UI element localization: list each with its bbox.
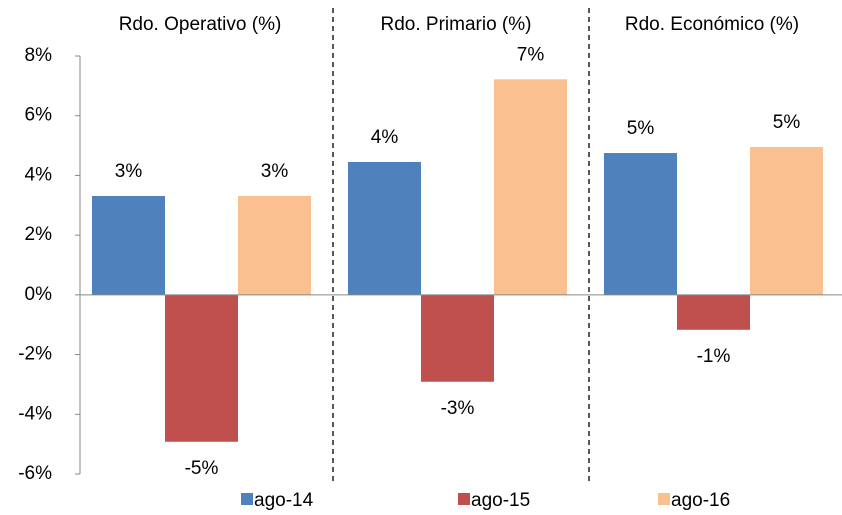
bar: [604, 153, 677, 295]
y-tick-label: 4%: [25, 164, 53, 185]
legend-swatch: [658, 493, 670, 505]
bar: [92, 196, 165, 295]
y-tick-label: 8%: [25, 45, 53, 66]
value-label: -1%: [697, 346, 731, 367]
category-label: Rdo. Primario (%): [381, 14, 532, 35]
bar: [165, 294, 238, 442]
value-label: 3%: [115, 161, 143, 182]
legend-label: ago-16: [671, 490, 730, 511]
value-label: -3%: [441, 398, 475, 419]
y-tick-label: 2%: [25, 224, 53, 245]
bar: [348, 161, 421, 295]
legend-label: ago-15: [471, 490, 530, 511]
y-tick-label: -2%: [18, 344, 52, 365]
legend-swatch: [458, 493, 470, 505]
bar: [494, 79, 567, 295]
legend-label: ago-14: [254, 490, 314, 511]
category-label: Rdo. Operativo (%): [119, 14, 282, 35]
value-label: 5%: [773, 112, 801, 133]
y-tick-label: 6%: [25, 105, 53, 126]
value-label: 4%: [371, 127, 399, 148]
y-tick-label: -4%: [18, 403, 52, 424]
legend-swatch: [241, 493, 253, 505]
bar: [421, 294, 494, 382]
value-label: 3%: [261, 161, 289, 182]
y-tick-label: -6%: [18, 463, 52, 484]
value-label: 5%: [627, 118, 655, 139]
bar: [238, 196, 311, 295]
category-label: Rdo. Económico (%): [625, 14, 799, 35]
y-tick-label: 0%: [25, 284, 53, 305]
bar: [677, 294, 750, 330]
value-label: 7%: [517, 44, 545, 65]
bar: [750, 147, 823, 295]
value-label: -5%: [185, 458, 219, 479]
